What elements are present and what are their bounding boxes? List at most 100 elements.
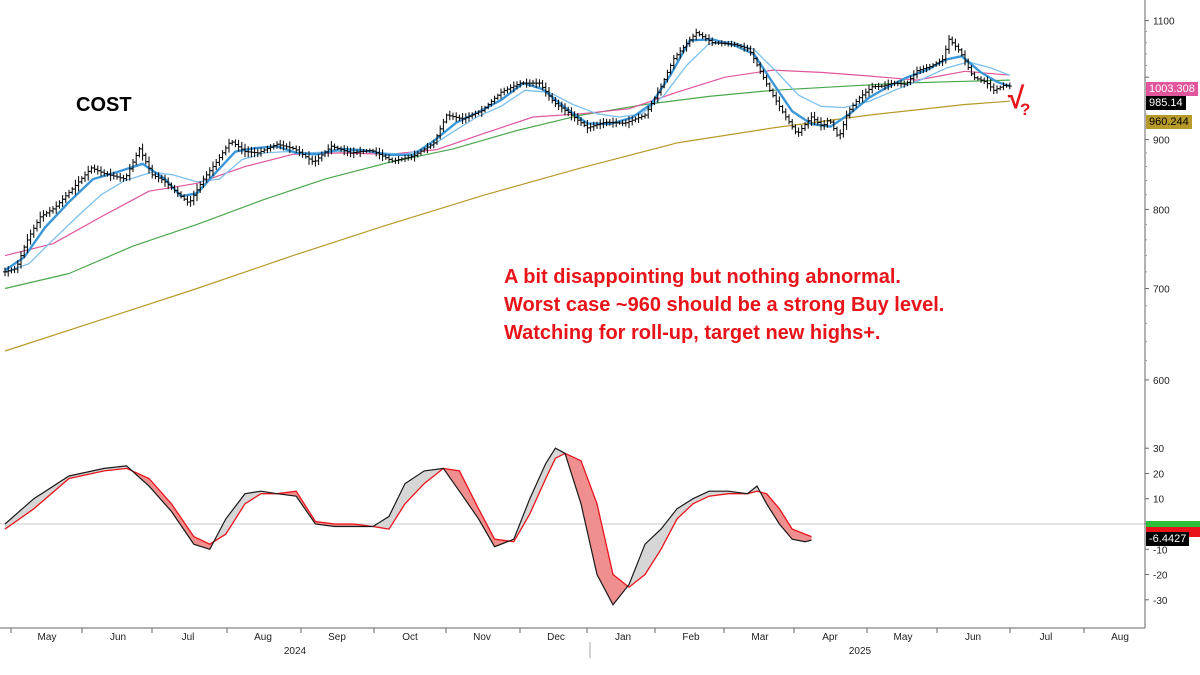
x-month-label: Jul <box>1040 632 1053 643</box>
y-tick-label: 600 <box>1153 376 1170 387</box>
price-bar <box>774 91 779 106</box>
price-bar <box>86 165 91 181</box>
price-bar <box>841 120 846 138</box>
axes: 600 700 800 900 1100 -30 -20 -10 10 20 30 May Jun Jul… <box>0 0 1175 658</box>
price-bar <box>956 43 961 53</box>
price-bar <box>92 164 97 173</box>
x-year-label: 2025 <box>849 646 872 657</box>
price-bar <box>185 195 190 206</box>
price-bar <box>230 139 235 146</box>
price-bar <box>259 147 263 157</box>
x-year-label: 2024 <box>284 646 307 657</box>
x-month-label: Feb <box>682 632 700 643</box>
price-bar <box>838 129 843 140</box>
x-month-label: Jun <box>110 632 126 643</box>
osc-tick-label: -30 <box>1153 596 1168 607</box>
price-bar <box>89 165 94 174</box>
price-bar <box>441 118 446 133</box>
x-month-label: May <box>38 632 57 643</box>
price-bar <box>799 125 804 136</box>
price-value-tag: 985.14 <box>1146 96 1186 110</box>
price-bar <box>35 219 39 232</box>
osc-green-tag <box>1146 521 1200 531</box>
oscillator-value-tag: -6.4427 <box>1146 532 1190 546</box>
price-bar <box>998 85 1003 91</box>
price-bar <box>979 76 983 83</box>
price-bar <box>947 34 951 54</box>
price-bars <box>3 28 1012 277</box>
y-tick-label: 700 <box>1153 285 1170 296</box>
price-bar <box>844 110 849 130</box>
x-month-label: Oct <box>402 632 418 643</box>
price-bar <box>502 87 507 96</box>
price-bar <box>220 150 225 161</box>
oscillator-main-line <box>4 447 812 606</box>
price-bar <box>99 166 103 177</box>
price-bar <box>239 141 244 155</box>
price-bar <box>223 145 228 156</box>
price-bar <box>975 76 980 81</box>
x-month-label: Jan <box>615 632 631 643</box>
annotation-line-2: Worst case ~960 should be a strong Buy l… <box>504 294 945 316</box>
price-bar <box>79 176 84 185</box>
price-bar <box>995 85 999 94</box>
price-bar <box>867 85 871 97</box>
x-month-label: Aug <box>1111 632 1129 643</box>
price-bar <box>60 195 65 207</box>
price-bar <box>316 153 321 165</box>
oscillator-signal-line <box>4 452 812 589</box>
x-month-label: Dec <box>547 632 565 643</box>
price-bar <box>214 158 219 171</box>
price-bar <box>51 206 55 214</box>
x-month-label: Nov <box>473 632 491 643</box>
price-bar <box>863 88 868 99</box>
x-month-label: May <box>894 632 913 643</box>
question-mark: ? <box>1020 100 1031 119</box>
x-month-label: Aug <box>254 632 272 643</box>
price-bar <box>76 176 81 192</box>
price-bar <box>991 83 996 95</box>
price-bar <box>819 117 823 131</box>
price-bar <box>857 95 862 104</box>
annotation-line-3: Watching for roll-up, target new highs+. <box>504 322 881 344</box>
price-bar <box>643 112 647 119</box>
price-bar <box>38 211 43 228</box>
price-bar <box>639 114 644 120</box>
price-panel <box>3 28 1012 352</box>
oscillator-fill <box>4 447 812 606</box>
osc-tick-label: -20 <box>1153 571 1168 582</box>
price-bar <box>41 210 46 222</box>
price-bar <box>57 200 62 209</box>
y-tick-label: 900 <box>1153 136 1170 147</box>
price-bar <box>217 154 222 166</box>
price-bar <box>953 38 958 51</box>
price-bar <box>28 229 33 245</box>
ma-fast-line <box>4 38 1011 272</box>
y-tick-label: 1100 <box>1153 17 1175 28</box>
x-month-label: Jul <box>182 632 195 643</box>
price-bar <box>950 36 955 46</box>
price-bar <box>140 143 145 161</box>
price-bar <box>697 30 702 37</box>
y-tick-label: 800 <box>1153 205 1170 216</box>
x-month-label: Sep <box>328 632 346 643</box>
price-bar <box>495 93 500 100</box>
osc-tick-label: 10 <box>1153 495 1165 506</box>
price-bar <box>83 171 87 182</box>
price-bar <box>134 152 139 166</box>
price-bar <box>972 71 977 81</box>
price-bar <box>790 118 795 130</box>
price-bar <box>147 156 151 174</box>
ma-green-line <box>4 79 1010 290</box>
price-bar <box>67 189 71 199</box>
ticker-title: COST <box>76 94 132 116</box>
price-bar <box>777 96 782 112</box>
ma-gold-line <box>4 100 1010 352</box>
price-bar <box>47 206 52 217</box>
price-value-tag: 1003.308 <box>1146 82 1198 96</box>
price-bar <box>54 201 59 214</box>
price-bar <box>499 88 503 99</box>
price-bar <box>310 155 315 165</box>
price-bar <box>700 32 705 40</box>
